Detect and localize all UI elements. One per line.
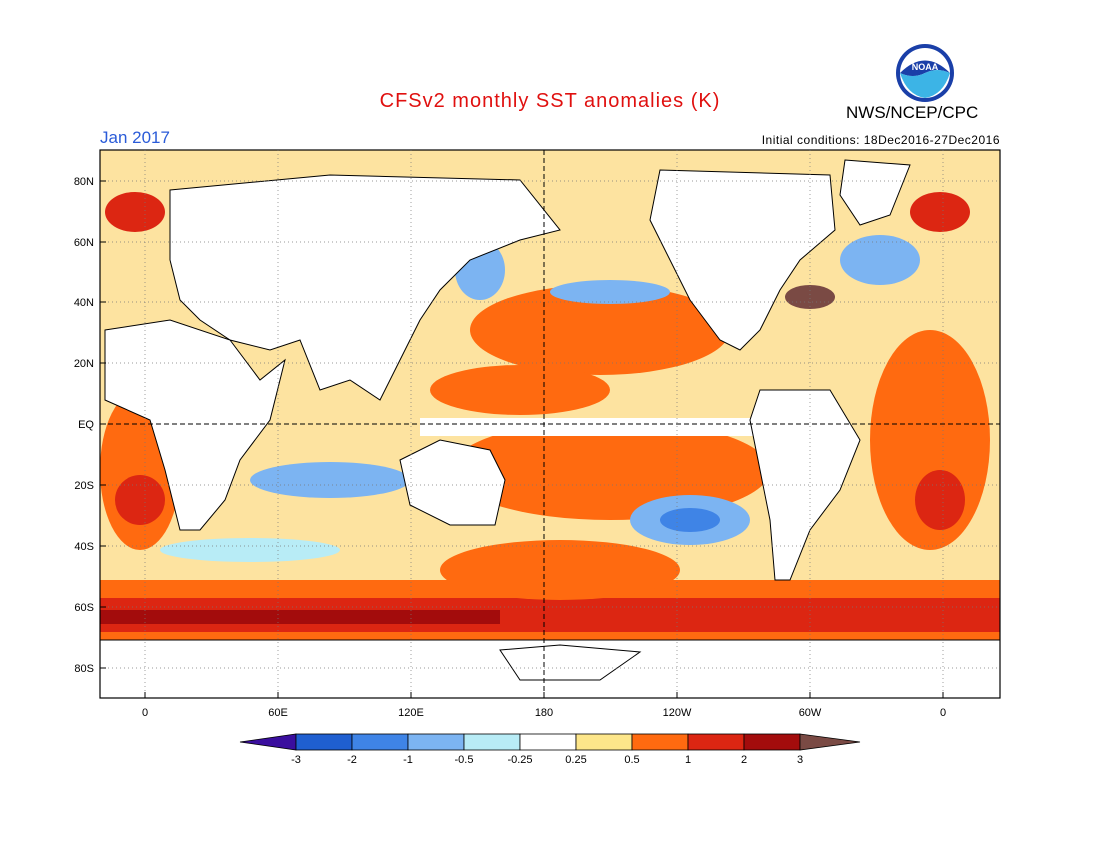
- logo-text: NOAA: [912, 62, 939, 72]
- lat-label: 20S: [74, 480, 94, 492]
- legend-swatch: [799, 733, 861, 751]
- map-title: CFSv2 monthly SST anomalies (K): [379, 90, 721, 112]
- color-legend: [239, 733, 861, 751]
- noaa-logo: NOAA: [896, 44, 954, 102]
- continent-outlines: [99, 159, 1001, 699]
- legend-swatch: [519, 733, 577, 751]
- legend-swatch: [463, 733, 521, 751]
- legend-label: -2: [347, 754, 357, 766]
- initial-conditions-label: Initial conditions: 18Dec2016-27Dec2016: [761, 133, 1000, 147]
- legend-label: -0.25: [507, 754, 532, 766]
- lat-label: EQ: [78, 419, 94, 431]
- graticule: [100, 150, 1000, 698]
- lon-label: 0: [142, 707, 148, 719]
- lat-label: 60N: [74, 237, 94, 249]
- legend-swatch: [687, 733, 745, 751]
- legend-swatch: [239, 733, 297, 751]
- lat-label: 80S: [74, 663, 94, 675]
- lon-label: 0: [940, 707, 946, 719]
- lon-label: 60W: [799, 707, 822, 719]
- legend-swatch: [743, 733, 801, 751]
- legend-swatch: [575, 733, 633, 751]
- legend-swatch: [407, 733, 465, 751]
- legend-swatch: [351, 733, 409, 751]
- legend-label: -0.5: [455, 754, 474, 766]
- forecast-month-label: Jan 2017: [100, 128, 170, 147]
- lat-label: 20N: [74, 358, 94, 370]
- legend-label: 3: [797, 754, 803, 766]
- legend-label: -1: [403, 754, 413, 766]
- lat-label: 40S: [74, 541, 94, 553]
- legend-labels: -3 -2 -1 -0.5 -0.25 0.25 0.5 1 2 3: [291, 754, 803, 766]
- legend-swatch: [295, 733, 353, 751]
- lon-label: 120W: [663, 707, 692, 719]
- legend-label: -3: [291, 754, 301, 766]
- legend-label: 1: [685, 754, 691, 766]
- lat-label: 40N: [74, 297, 94, 309]
- equator-dateline: [100, 150, 1000, 698]
- lon-label: 120E: [398, 707, 424, 719]
- lon-label: 180: [535, 707, 553, 719]
- legend-label: 0.5: [624, 754, 639, 766]
- lon-label: 60E: [268, 707, 288, 719]
- longitude-labels: 0 60E 120E 180 120W 60W 0: [142, 707, 946, 719]
- lat-label: 80N: [74, 176, 94, 188]
- agency-label: NWS/NCEP/CPC: [846, 103, 979, 122]
- legend-label: 0.25: [565, 754, 586, 766]
- latitude-labels: 80N 60N 40N 20N EQ 20S 40S 60S 80S: [74, 176, 95, 675]
- lat-label: 60S: [74, 602, 94, 614]
- legend-label: 2: [741, 754, 747, 766]
- legend-swatch: [631, 733, 689, 751]
